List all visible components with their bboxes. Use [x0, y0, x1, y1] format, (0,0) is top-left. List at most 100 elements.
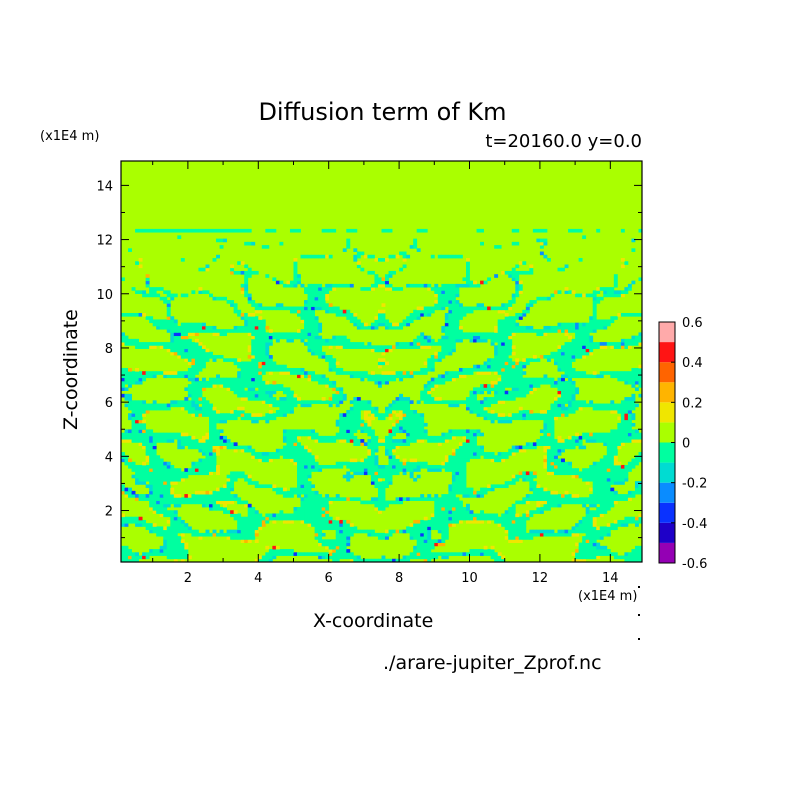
field-cell [448, 487, 453, 492]
field-cell [377, 416, 382, 421]
field-cell [300, 338, 305, 343]
field-cell [582, 526, 587, 531]
field-cell [240, 390, 245, 395]
field-cell [209, 461, 213, 466]
field-cell [201, 380, 206, 385]
field-cell [261, 355, 266, 359]
field-cell [385, 503, 389, 508]
field-cell [247, 445, 252, 450]
field-cell [254, 529, 259, 534]
field-cell [585, 342, 590, 346]
field-cell [258, 413, 263, 417]
field-cell [353, 429, 358, 434]
field-cell [289, 338, 294, 343]
field-cell [180, 371, 185, 375]
field-cell [349, 529, 354, 534]
field-cell [187, 403, 192, 408]
field-cell [209, 494, 213, 498]
field-cell [437, 539, 442, 543]
field-cell [557, 403, 562, 408]
field-cell [272, 452, 277, 456]
field-cell [226, 474, 231, 479]
field-cell [458, 471, 463, 476]
field-cell [553, 442, 558, 446]
field-cell [557, 461, 562, 466]
field-cell [575, 552, 580, 556]
field-cell [187, 361, 192, 366]
field-cell [423, 549, 428, 553]
field-cell [413, 536, 418, 540]
field-cell [201, 494, 206, 498]
field-cell [138, 416, 143, 421]
field-cell [142, 426, 147, 430]
field-cell [328, 367, 333, 372]
field-cell [627, 397, 632, 401]
field-cell [335, 338, 340, 343]
field-cell [230, 500, 235, 505]
field-cell [370, 477, 375, 482]
field-cell [187, 332, 192, 337]
field-cell [511, 539, 516, 543]
field-cell [233, 309, 238, 314]
field-cell [546, 377, 551, 382]
field-cell [173, 500, 178, 505]
field-cell [159, 371, 164, 375]
field-cell [399, 497, 404, 501]
field-cell [465, 432, 470, 437]
field-cell [286, 332, 291, 337]
field-cell [582, 325, 587, 330]
field-cell [539, 355, 544, 359]
field-cell [585, 322, 590, 327]
field-cell [128, 374, 132, 379]
field-cell [282, 513, 287, 518]
field-cell [416, 309, 421, 314]
field-cell [508, 367, 513, 372]
field-cell [434, 555, 439, 560]
field-cell [152, 345, 157, 349]
field-cell [437, 338, 442, 343]
field-cell [388, 377, 393, 382]
field-cell [353, 526, 358, 531]
field-cell [170, 332, 175, 337]
field-cell [589, 510, 594, 514]
field-cell [455, 468, 460, 472]
field-cell [233, 532, 238, 537]
field-cell [494, 516, 499, 521]
field-cell [617, 519, 622, 524]
field-cell [423, 432, 428, 437]
field-cell [508, 345, 513, 349]
field-cell [191, 397, 196, 401]
field-cell [603, 319, 608, 324]
field-cell [508, 393, 513, 398]
field-cell [297, 309, 301, 314]
field-cell [121, 487, 125, 492]
field-cell [501, 555, 506, 560]
field-cell [458, 513, 463, 518]
field-cell [170, 490, 175, 495]
field-cell [128, 487, 132, 492]
field-cell [318, 380, 323, 385]
field-cell [627, 342, 632, 346]
field-cell [504, 316, 509, 320]
field-cell [149, 403, 154, 408]
field-cell [325, 355, 330, 359]
field-cell [420, 539, 425, 543]
field-cell [543, 377, 548, 382]
field-cell [550, 452, 555, 456]
field-cell [501, 322, 506, 327]
field-cell [328, 439, 333, 443]
field-cell [603, 507, 608, 511]
field-cell [631, 397, 636, 401]
field-cell [465, 371, 470, 375]
field-cell [518, 364, 523, 369]
field-cell [194, 332, 199, 337]
field-cell [307, 332, 312, 337]
field-cell [216, 442, 220, 446]
field-cell [184, 325, 189, 330]
field-cell [223, 413, 228, 417]
field-cell [297, 455, 301, 459]
field-cell [187, 410, 192, 414]
field-cell [240, 325, 245, 330]
field-cell [409, 464, 414, 469]
field-cell [585, 338, 590, 343]
